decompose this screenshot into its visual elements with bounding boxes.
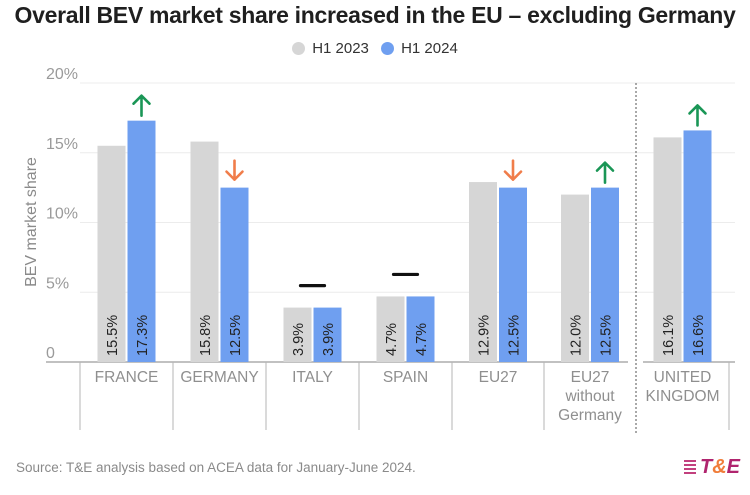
bar-h1-2024: [313, 307, 342, 362]
down-arrow-icon: [503, 159, 523, 181]
data-label: 3.9%: [291, 323, 307, 356]
legend-label: H1 2024: [401, 40, 458, 57]
legend-swatch-h1-2023: [292, 42, 306, 55]
bar-h1-2024: [591, 187, 619, 362]
x-category-label: UNITED: [654, 369, 712, 386]
y-axis-label: BEV market share: [23, 157, 40, 287]
data-label: 3.9%: [321, 323, 337, 356]
up-arrow-icon: [132, 94, 151, 117]
data-label: 12.5%: [507, 315, 523, 356]
bar-h1-2023: [97, 145, 126, 362]
data-label: 15.5%: [105, 315, 121, 356]
x-category-label: FRANCE: [95, 369, 159, 386]
bar-h1-2024: [406, 296, 435, 362]
bar-h1-2023: [283, 307, 312, 362]
bar-h1-2024: [220, 187, 249, 362]
data-label: 4.7%: [384, 323, 400, 356]
y-tick-label: 20%: [46, 66, 78, 83]
bar-h1-2024: [499, 187, 527, 362]
data-label: 16.6%: [691, 315, 707, 356]
data-label: 12.5%: [228, 315, 244, 356]
legend-label: H1 2023: [312, 40, 369, 57]
logo-amp: &: [712, 456, 727, 478]
bar-h1-2023: [469, 182, 497, 362]
bar-h1-2023: [376, 296, 405, 362]
x-category-label: EU27: [571, 369, 610, 386]
bar-h1-2023: [653, 137, 682, 362]
up-arrow-icon: [688, 104, 707, 127]
data-label: 12.5%: [599, 315, 615, 356]
legend-item-h1-2024: H1 2024: [381, 40, 458, 57]
te-logo: T&E: [684, 456, 740, 479]
data-label: 12.9%: [477, 315, 493, 356]
legend-swatch-h1-2024: [381, 42, 395, 55]
logo-e: E: [726, 456, 741, 478]
data-label: 16.1%: [661, 315, 677, 356]
x-category-label: Germany: [558, 407, 622, 424]
bar-h1-2023: [190, 141, 219, 362]
bar-h1-2024: [127, 120, 156, 362]
chart-title: Overall BEV market share increased in th…: [14, 2, 736, 28]
y-tick-label: 10%: [46, 206, 78, 223]
x-category-label: EU27: [479, 369, 518, 386]
data-label: 15.8%: [198, 315, 214, 356]
logo-t: T: [700, 456, 713, 478]
bar-h1-2024: [683, 130, 712, 362]
y-tick-label: 15%: [46, 136, 78, 153]
x-category-label: without: [564, 388, 615, 405]
y-tick-label: 0: [46, 345, 55, 362]
data-label: 17.3%: [135, 315, 151, 356]
logo-lines-icon: [684, 460, 696, 474]
down-arrow-icon: [225, 159, 244, 181]
x-category-label: SPAIN: [383, 369, 428, 386]
legend: H1 2023 H1 2024: [0, 40, 750, 59]
bar-h1-2023: [561, 194, 589, 362]
data-label: 4.7%: [414, 323, 430, 356]
x-category-label: GERMANY: [180, 369, 258, 386]
data-label: 12.0%: [569, 315, 585, 356]
x-category-label: ITALY: [292, 369, 333, 386]
source-note: Source: T&E analysis based on ACEA data …: [16, 460, 416, 475]
legend-item-h1-2023: H1 2023: [292, 40, 369, 57]
x-category-label: KINGDOM: [645, 388, 719, 405]
y-tick-label: 5%: [46, 275, 69, 292]
up-arrow-icon: [595, 161, 615, 184]
